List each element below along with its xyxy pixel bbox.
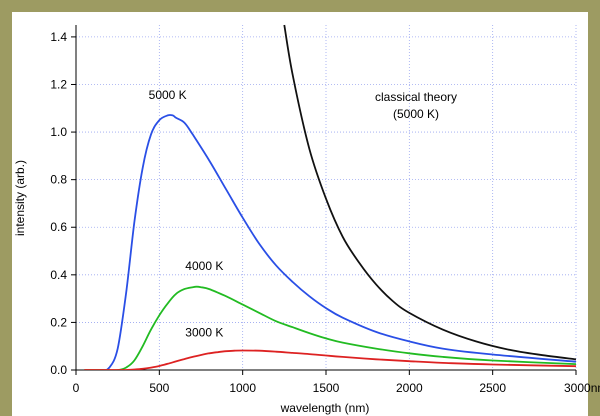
- annotation-label: 4000 K: [185, 259, 223, 273]
- y-tick-label: 1.2: [50, 77, 67, 91]
- x-axis-label: wavelength (nm): [280, 401, 370, 415]
- x-tick-label: 3000nm: [564, 381, 600, 395]
- annotations: 5000 K 4000 K 3000 K classical theory (5000 …: [149, 88, 457, 340]
- y-tick-label: 0.0: [50, 363, 67, 377]
- annotation-label: 3000 K: [185, 326, 223, 340]
- series-line-3000-k: [84, 349, 576, 370]
- series-line-classical-theory-5000-k: [283, 24, 576, 361]
- y-tick-label: 0.8: [50, 173, 67, 187]
- axes: 0 500 1000 1500 2000 2500 3000nm 0.0 0.2 0.4 0.6 0.…: [50, 25, 600, 395]
- chart-background: [12, 12, 588, 416]
- series-line-5000-k: [84, 114, 576, 370]
- x-tick-label: 1000: [229, 381, 256, 395]
- annotation-label: 5000 K: [149, 88, 187, 102]
- y-tick-label: 0.2: [50, 315, 67, 329]
- annotation-label: classical theory: [375, 90, 457, 104]
- series-line-4000-k: [84, 285, 576, 370]
- x-tick-label: 0: [73, 381, 80, 395]
- annotation-label: (5000 K): [393, 107, 439, 121]
- x-tick-label: 500: [149, 381, 169, 395]
- x-tick-label: 2000: [396, 381, 423, 395]
- y-tick-label: 0.6: [50, 220, 67, 234]
- x-tick-label: 1500: [313, 381, 340, 395]
- y-tick-label: 0.4: [50, 268, 67, 282]
- y-tick-label: 1.4: [50, 30, 67, 44]
- y-tick-label: 1.0: [50, 125, 67, 139]
- series-lines: [84, 24, 576, 370]
- y-axis-label: intensity (arb.): [13, 160, 27, 236]
- grid: [76, 25, 577, 370]
- x-tick-label: 2500: [479, 381, 506, 395]
